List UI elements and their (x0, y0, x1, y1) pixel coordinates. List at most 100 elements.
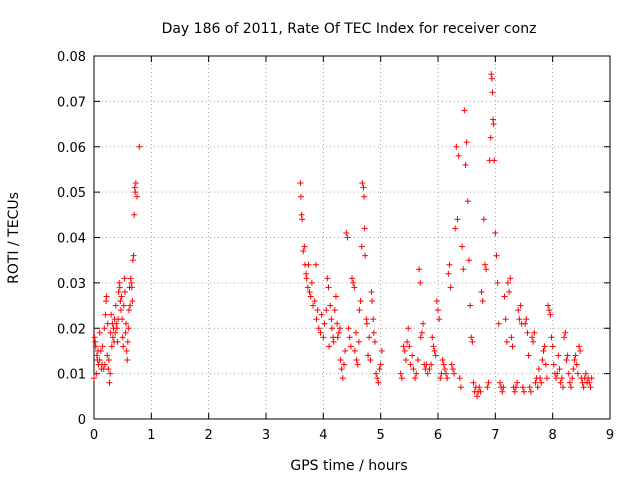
data-point (91, 334, 98, 341)
data-point (128, 284, 135, 291)
data-point (99, 343, 106, 350)
data-point (576, 343, 583, 350)
data-point (430, 343, 437, 350)
data-point (541, 343, 548, 350)
data-point (454, 216, 461, 223)
y-tick-label: 0.06 (57, 141, 86, 156)
data-point (586, 379, 593, 386)
data-point (103, 298, 110, 305)
data-point (312, 261, 319, 268)
data-point (344, 234, 351, 241)
chart-title: Day 186 of 2011, Rate Of TEC Index for r… (162, 21, 537, 37)
data-point (588, 375, 595, 382)
data-point (132, 189, 139, 196)
data-point (439, 357, 446, 364)
x-tick-label: 3 (262, 428, 270, 443)
x-tick-label: 8 (549, 428, 557, 443)
data-point (556, 366, 563, 373)
data-point (487, 134, 494, 141)
data-point (108, 311, 115, 318)
data-point (542, 361, 549, 368)
data-point (332, 293, 339, 300)
data-point (370, 316, 377, 323)
data-point (353, 357, 360, 364)
data-point (577, 347, 584, 354)
data-point (495, 320, 502, 327)
data-point (490, 116, 497, 123)
data-point (366, 334, 373, 341)
data-point (407, 361, 414, 368)
data-point (360, 184, 367, 191)
data-point (361, 225, 368, 232)
data-point (465, 257, 472, 264)
data-point (368, 288, 375, 295)
x-tick-label: 5 (377, 428, 385, 443)
data-point (336, 325, 343, 332)
data-point (413, 370, 420, 377)
data-point (517, 302, 524, 309)
y-tick-label: 0.08 (57, 50, 86, 65)
data-point (549, 343, 556, 350)
data-point (320, 334, 327, 341)
data-point (363, 320, 370, 327)
data-point (507, 275, 514, 282)
data-point (436, 316, 443, 323)
data-point (420, 320, 427, 327)
data-point (437, 375, 444, 382)
data-point (343, 229, 350, 236)
data-point (105, 357, 112, 364)
data-point (464, 198, 471, 205)
data-point (318, 311, 325, 318)
data-point (119, 334, 126, 341)
data-point (108, 343, 115, 350)
data-point (553, 375, 560, 382)
data-point (369, 298, 376, 305)
data-point (113, 320, 120, 327)
data-point (460, 266, 467, 273)
data-point (457, 384, 464, 391)
data-point (490, 121, 497, 128)
data-point (97, 347, 104, 354)
data-point (523, 316, 530, 323)
data-point (410, 366, 417, 373)
data-point (449, 366, 456, 373)
data-point (530, 338, 537, 345)
data-point (342, 347, 349, 354)
data-point (303, 275, 310, 282)
data-point (323, 307, 330, 314)
data-point (378, 347, 385, 354)
data-point (370, 329, 377, 336)
data-point (131, 184, 138, 191)
data-point (317, 329, 324, 336)
data-point (299, 216, 306, 223)
data-point (117, 298, 124, 305)
data-point (113, 325, 120, 332)
data-point (491, 157, 498, 164)
data-point (313, 316, 320, 323)
data-point (546, 307, 553, 314)
data-point (112, 302, 119, 309)
data-point (131, 211, 138, 218)
data-point (496, 379, 503, 386)
data-point (494, 279, 501, 286)
data-point (469, 338, 476, 345)
data-point (363, 316, 370, 323)
data-point (451, 370, 458, 377)
data-point (446, 261, 453, 268)
data-point (340, 361, 347, 368)
data-point (311, 298, 318, 305)
data-point (519, 384, 526, 391)
data-point (432, 352, 439, 359)
data-point (538, 379, 545, 386)
data-point (301, 243, 308, 250)
data-point (582, 370, 589, 377)
data-point (574, 370, 581, 377)
data-point (409, 352, 416, 359)
data-point (125, 307, 132, 314)
data-point (501, 293, 508, 300)
y-tick-label: 0.05 (57, 186, 86, 201)
grid-lines (94, 56, 610, 419)
data-point (564, 352, 571, 359)
data-point (96, 357, 103, 364)
y-tick-label: 0.01 (57, 368, 86, 383)
